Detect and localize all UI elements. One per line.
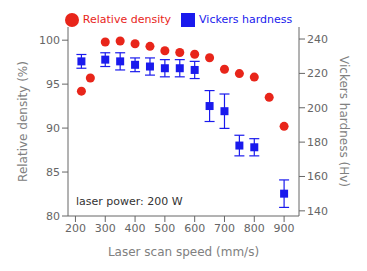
svg-text:900: 900 xyxy=(274,222,295,235)
svg-text:Laser scan speed (mm/s): Laser scan speed (mm/s) xyxy=(108,245,259,259)
html-text:laser power: 200 W: laser power: 200 W xyxy=(76,195,183,208)
svg-text:700: 700 xyxy=(214,222,235,235)
svg-text:300: 300 xyxy=(95,222,116,235)
svg-text:200: 200 xyxy=(307,102,328,115)
svg-text:95: 95 xyxy=(46,78,60,91)
svg-text:140: 140 xyxy=(307,205,328,218)
svg-text:100: 100 xyxy=(39,34,60,47)
svg-text:180: 180 xyxy=(307,136,328,149)
html-text:Vickers hardness: Vickers hardness xyxy=(199,13,293,26)
svg-text:90: 90 xyxy=(46,122,60,135)
svg-text:600: 600 xyxy=(184,222,205,235)
svg-text:85: 85 xyxy=(46,166,60,179)
svg-text:80: 80 xyxy=(46,210,60,223)
svg-text:800: 800 xyxy=(244,222,265,235)
svg-text:160: 160 xyxy=(307,170,328,183)
svg-text:500: 500 xyxy=(154,222,175,235)
svg-text:240: 240 xyxy=(307,33,328,46)
svg-text:400: 400 xyxy=(125,222,146,235)
svg-text:200: 200 xyxy=(65,222,86,235)
svg-text:220: 220 xyxy=(307,67,328,80)
svg-text:Vickers hardness (Hv): Vickers hardness (Hv) xyxy=(337,56,351,187)
html-text:Relative density: Relative density xyxy=(82,13,171,26)
svg-text:Relative density (%): Relative density (%) xyxy=(16,61,30,182)
